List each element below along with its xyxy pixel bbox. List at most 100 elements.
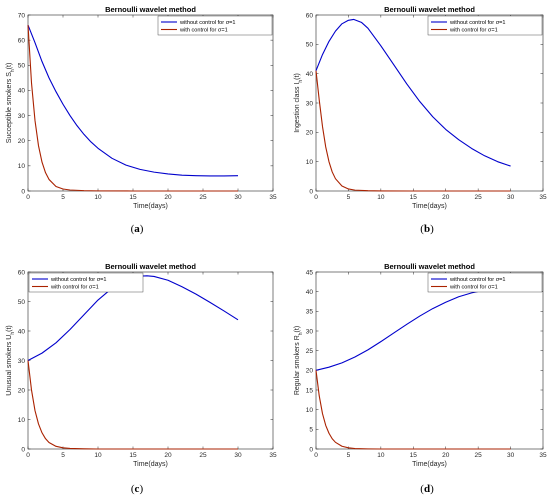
x-tick-label: 30 (507, 452, 515, 459)
x-tick-label: 0 (314, 194, 318, 201)
y-tick-label: 40 (306, 71, 314, 78)
y-tick-label: 20 (306, 130, 314, 137)
series-line-b-without-control (315, 18, 511, 167)
y-tick-label: 40 (306, 289, 314, 296)
y-axis-label-b: Ingestion class Ih(t) (294, 73, 304, 133)
legend-entry-text: without control for σ=1 (179, 20, 236, 26)
x-tick-label: 5 (347, 452, 351, 459)
legend-a: without control for σ=1 with control for … (157, 15, 273, 36)
legend-entry-text: with control for σ=1 (449, 28, 498, 34)
legend-box (427, 272, 543, 293)
x-tick-label: 15 (129, 452, 137, 459)
y-tick-label: 10 (306, 407, 314, 414)
chart-panel-b: Bernoulli wavelet method 0 5 10 15 20 25 30 35 0 1… (294, 5, 547, 235)
y-tick-label: 30 (18, 358, 26, 365)
y-tick-label: 40 (18, 328, 26, 335)
series-line-c-with-control (27, 360, 238, 450)
plot-area-d (315, 271, 544, 450)
x-tick-label: 10 (377, 194, 385, 201)
legend-b: without control for σ=1 with control for … (427, 15, 543, 36)
x-tick-label: 20 (164, 452, 172, 459)
chart-panel-c: Bernoulli wavelet method 0 5 10 15 20 25 30 35 0 1… (6, 262, 277, 495)
y-axis-label-a: Succeptible smokers Sh(t) (6, 63, 16, 144)
legend-box (28, 272, 144, 293)
x-tick-label: 25 (475, 194, 483, 201)
x-tick-label: 35 (539, 194, 547, 201)
series-line-a-with-control (27, 25, 238, 192)
x-tick-label: 5 (347, 194, 351, 201)
y-tick-label: 30 (18, 113, 26, 120)
y-tick-label: 0 (21, 188, 25, 195)
legend-entry-text: without control for σ=1 (449, 277, 506, 283)
y-tick-label: 20 (18, 138, 26, 145)
y-tick-label: 35 (306, 309, 314, 316)
y-tick-label: 10 (18, 163, 26, 170)
series-line-d-with-control (315, 370, 511, 450)
x-tick-label: 30 (234, 452, 242, 459)
x-tick-label: 20 (442, 194, 450, 201)
y-tick-label: 20 (18, 387, 26, 394)
legend-entry-text: with control for σ=1 (50, 285, 99, 291)
x-tick-label: 10 (94, 194, 102, 201)
panel-caption-b: (b) (420, 223, 434, 235)
x-tick-label: 15 (129, 194, 137, 201)
y-tick-label: 70 (18, 12, 26, 19)
y-tick-label: 10 (18, 417, 26, 424)
y-tick-label: 45 (306, 269, 314, 276)
x-tick-label: 30 (507, 194, 515, 201)
x-tick-label: 5 (61, 452, 65, 459)
x-axis-label-b: Time(days) (412, 203, 447, 210)
y-tick-label: 30 (306, 100, 314, 107)
plot-area-a (27, 14, 274, 192)
y-axis-label-d: Regular smokers Rh(t) (294, 326, 304, 395)
x-tick-label: 25 (475, 452, 483, 459)
plot-area-b (315, 14, 544, 192)
x-tick-label: 0 (26, 194, 30, 201)
chart-title-d: Bernoulli wavelet method (384, 262, 475, 271)
x-tick-label: 15 (410, 194, 418, 201)
legend-entry-text: without control for σ=1 (449, 20, 506, 26)
x-tick-label: 25 (199, 452, 207, 459)
plot-area-c (27, 271, 274, 450)
y-tick-label: 0 (309, 188, 313, 195)
y-tick-label: 5 (309, 427, 313, 434)
y-tick-label: 25 (306, 348, 314, 355)
chart-panel-d: Bernoulli wavelet method 0 5 10 15 20 25 30 35 0 5… (294, 262, 547, 495)
y-tick-label: 0 (309, 446, 313, 453)
x-tick-label: 35 (269, 194, 277, 201)
y-tick-label: 20 (306, 368, 314, 375)
x-axis-label-c: Time(days) (133, 461, 168, 468)
x-tick-label: 0 (26, 452, 30, 459)
chart-title-a: Bernoulli wavelet method (105, 5, 196, 14)
series-line-b-with-control (315, 70, 511, 192)
panel-caption-a: (a) (131, 223, 144, 235)
y-tick-label: 60 (18, 37, 26, 44)
series-line-a-without-control (27, 24, 239, 177)
chart-title-b: Bernoulli wavelet method (384, 5, 475, 14)
x-axis-label-a: Time(days) (133, 203, 168, 210)
x-tick-label: 0 (314, 452, 318, 459)
legend-box (427, 15, 543, 36)
x-tick-label: 25 (199, 194, 207, 201)
y-tick-label: 50 (306, 42, 314, 49)
x-tick-label: 5 (61, 194, 65, 201)
x-tick-label: 30 (234, 194, 242, 201)
x-tick-label: 10 (94, 452, 102, 459)
y-tick-label: 10 (306, 159, 314, 166)
legend-entry-text: without control for σ=1 (50, 277, 107, 283)
y-tick-label: 40 (18, 88, 26, 95)
x-tick-label: 15 (410, 452, 418, 459)
legend-d: without control for σ=1 with control for … (427, 272, 543, 293)
legend-entry-text: with control for σ=1 (179, 28, 228, 34)
y-tick-label: 0 (21, 446, 25, 453)
y-tick-label: 60 (18, 269, 26, 276)
legend-entry-text: with control for σ=1 (449, 285, 498, 291)
x-axis-label-d: Time(days) (412, 461, 447, 468)
x-tick-label: 35 (269, 452, 277, 459)
chart-panel-a: Bernoulli wavelet method 0 5 10 15 20 25 30 35 0 1… (6, 5, 277, 235)
legend-c: without control for σ=1 with control for … (28, 272, 144, 293)
x-tick-label: 10 (377, 452, 385, 459)
x-tick-label: 35 (539, 452, 547, 459)
y-tick-label: 50 (18, 63, 26, 70)
